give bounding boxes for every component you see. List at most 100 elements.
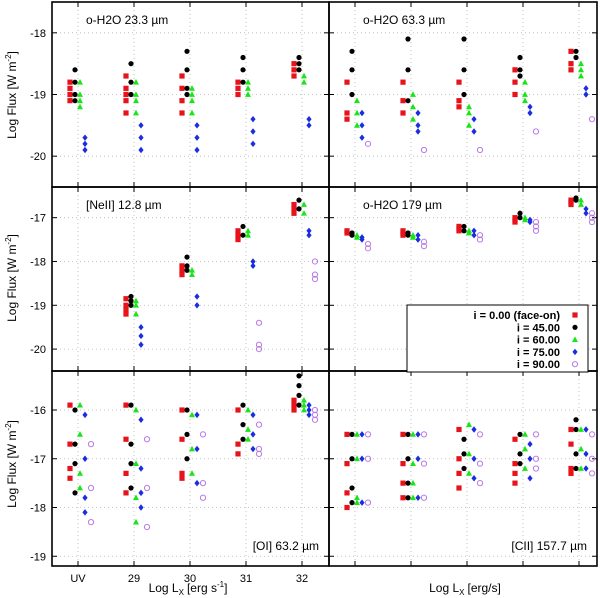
data-point-i90 <box>532 455 540 462</box>
data-point-i45 <box>296 383 302 389</box>
data-point-i75 <box>194 146 200 154</box>
data-point-i60 <box>133 78 139 85</box>
data-point-i0 <box>344 490 350 496</box>
data-point-i75 <box>306 122 312 129</box>
data-point-i90 <box>476 431 484 438</box>
data-point-i0 <box>400 232 406 238</box>
data-point-i45 <box>461 436 467 442</box>
data-point-i45 <box>405 36 411 42</box>
data-point-i0 <box>400 431 406 437</box>
data-point-i60 <box>354 234 360 240</box>
data-point-i0 <box>179 272 185 278</box>
data-point-i45 <box>349 500 355 506</box>
data-point-i75 <box>415 431 421 438</box>
data-point-i60 <box>354 431 360 437</box>
data-point-i75 <box>250 411 256 419</box>
data-point-i60 <box>77 97 83 104</box>
data-point-i45 <box>461 228 467 234</box>
data-point-i90 <box>420 238 428 245</box>
data-point-i75 <box>250 445 256 453</box>
legend-marker-i90 <box>571 361 579 368</box>
x-tick-label: 29 <box>128 573 140 585</box>
data-point-i45 <box>405 456 411 462</box>
data-point-i75 <box>527 218 533 226</box>
data-point-i60 <box>466 470 472 476</box>
data-point-i90 <box>532 227 540 234</box>
data-point-i0 <box>235 228 241 234</box>
data-point-i60 <box>189 91 195 97</box>
data-point-i45 <box>296 392 302 398</box>
data-point-i60 <box>133 494 139 501</box>
x-tick-label: 30 <box>184 573 196 585</box>
legend-marker-i0 <box>572 312 578 318</box>
data-point-i60 <box>578 426 584 432</box>
data-point-i0 <box>568 61 574 67</box>
data-point-i60 <box>466 109 472 116</box>
data-point-i75 <box>82 455 88 462</box>
x-tick-label: 32 <box>296 573 308 585</box>
data-point-i60 <box>410 234 416 240</box>
data-point-i75 <box>138 134 144 141</box>
data-point-i0 <box>179 110 185 116</box>
data-point-i60 <box>354 494 360 501</box>
data-point-i45 <box>405 67 411 73</box>
data-point-i75 <box>306 227 312 235</box>
data-point-i45 <box>405 495 411 501</box>
data-point-i0 <box>123 85 129 91</box>
data-point-i45 <box>240 223 246 230</box>
data-point-i45 <box>573 48 579 54</box>
data-point-i90 <box>588 218 596 226</box>
x-tick-label: UV <box>70 573 86 585</box>
data-point-i90 <box>311 258 319 265</box>
data-point-i75 <box>82 134 88 141</box>
data-point-i45 <box>405 480 411 486</box>
panel-oh2o-23: -18 -19 -20 o-H2O 23.3 µm <box>30 1 330 188</box>
data-point-i45 <box>573 197 579 203</box>
data-point-i60 <box>245 426 251 432</box>
data-point-i60 <box>245 406 251 413</box>
data-point-i0 <box>67 441 73 447</box>
data-point-i0 <box>568 441 574 447</box>
data-point-i60 <box>301 406 307 413</box>
data-point-i90 <box>364 140 372 147</box>
data-point-i0 <box>512 219 518 225</box>
data-point-i60 <box>410 431 416 437</box>
data-point-i0 <box>344 230 350 236</box>
data-point-i0 <box>123 311 129 317</box>
data-point-i45 <box>461 36 467 42</box>
data-point-i75 <box>194 445 200 453</box>
data-point-i90 <box>588 116 596 123</box>
data-point-i0 <box>512 67 518 73</box>
data-point-i60 <box>245 85 251 91</box>
data-point-i75 <box>527 103 533 111</box>
data-point-i75 <box>415 109 421 117</box>
data-point-i45 <box>184 48 190 54</box>
data-point-i75 <box>250 431 256 438</box>
data-point-i0 <box>456 228 462 234</box>
data-point-i45 <box>184 407 190 413</box>
legend: i = 0.00 (face-on)i = 45.00i = 60.00i = … <box>406 304 589 373</box>
data-point-i0 <box>512 470 518 476</box>
data-point-i45 <box>184 456 190 462</box>
data-point-i0 <box>456 426 462 433</box>
data-point-i90 <box>476 236 484 243</box>
data-point-i90 <box>532 223 540 230</box>
data-point-i60 <box>245 436 251 442</box>
panel-oi-63: -16 -17 -18 -19 UV 29 30 31 32 [OI] 63.2 µm <box>30 370 330 585</box>
panel-oh2o-63: o-H2O 63.3 µm <box>328 1 598 188</box>
data-point-i0 <box>400 79 406 85</box>
data-point-i75 <box>583 450 589 458</box>
data-point-i45 <box>405 98 411 104</box>
data-point-i90 <box>364 499 372 506</box>
data-point-i45 <box>240 54 246 61</box>
data-point-i45 <box>573 451 579 457</box>
data-point-i75 <box>194 302 200 309</box>
data-point-i45 <box>349 91 355 98</box>
data-point-i90 <box>588 431 596 438</box>
data-point-i0 <box>179 85 185 91</box>
data-point-i60 <box>410 115 416 122</box>
data-point-i45 <box>72 461 78 467</box>
data-point-i45 <box>349 67 355 73</box>
data-point-i60 <box>466 421 472 428</box>
